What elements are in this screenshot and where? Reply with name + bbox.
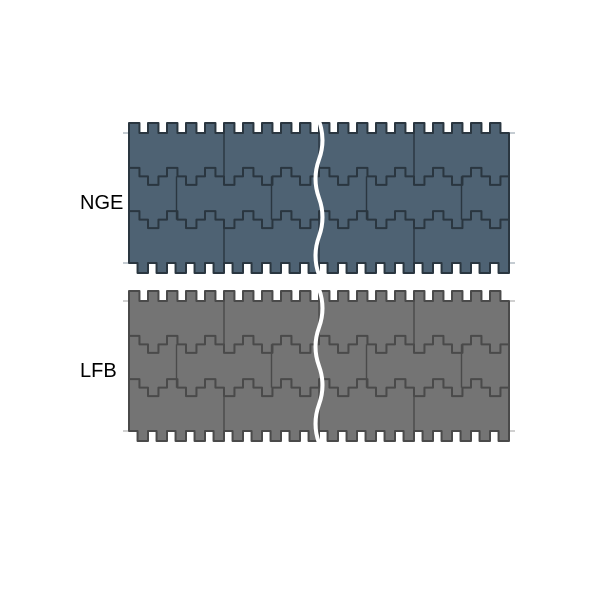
label-nge: NGE [80, 192, 123, 215]
diagram-wrap: { "canvas": { "width": 600, "height": 60… [0, 0, 600, 600]
belt-lfb [123, 289, 515, 443]
label-lfb: LFB [80, 360, 117, 383]
belt-diagram-svg [0, 0, 600, 600]
belt-nge [123, 121, 515, 275]
